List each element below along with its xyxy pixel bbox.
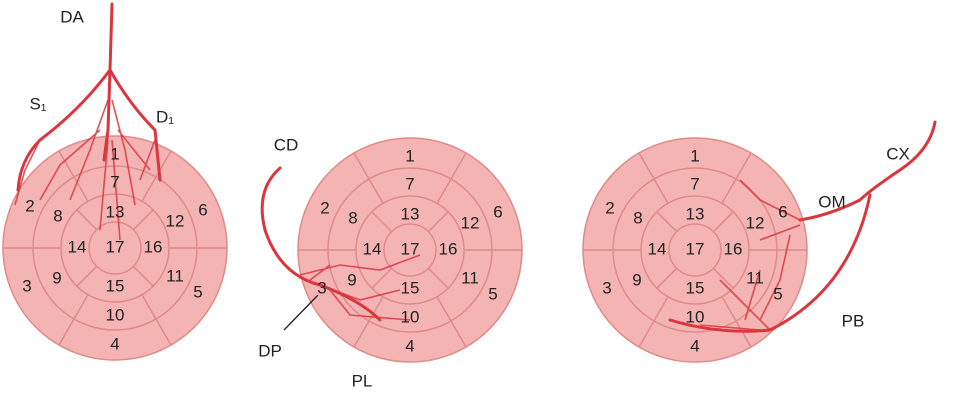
segment-label: 2 — [25, 196, 34, 215]
segment-label: 9 — [52, 268, 61, 287]
segment-label: 2 — [605, 198, 614, 217]
artery-label: S₁ — [29, 94, 46, 113]
segment-label: 11 — [461, 268, 479, 287]
segment-label: 4 — [405, 336, 414, 355]
segment-label: 12 — [461, 213, 480, 232]
segment-label: 4 — [110, 334, 119, 353]
segment-label: 16 — [144, 237, 163, 256]
segment-label: 14 — [363, 239, 382, 258]
segment-label: 12 — [166, 211, 185, 230]
segment-label: 6 — [778, 202, 787, 221]
segment-label: 1 — [110, 144, 119, 163]
segment-label: 11 — [166, 266, 184, 285]
artery-label: CD — [274, 135, 299, 154]
segment-label: 7 — [110, 172, 119, 191]
segment-label: 8 — [53, 206, 62, 225]
artery-label: CX — [886, 144, 910, 163]
segment-label: 6 — [198, 200, 207, 219]
segment-label: 14 — [648, 239, 667, 258]
segment-label: 7 — [690, 174, 699, 193]
segment-label: 13 — [106, 202, 125, 221]
segment-label: 10 — [686, 307, 705, 326]
segment-label: 14 — [68, 237, 87, 256]
segment-label: 9 — [632, 270, 641, 289]
segment-label: 9 — [347, 270, 356, 289]
segment-label: 8 — [633, 208, 642, 227]
segment-label: 5 — [193, 282, 202, 301]
segment-label: 4 — [690, 336, 699, 355]
segment-label: 8 — [348, 208, 357, 227]
artery-label: OM — [818, 192, 845, 211]
segment-label: 17 — [401, 239, 420, 258]
artery-label: D₁ — [156, 107, 174, 126]
artery-label: PL — [352, 371, 373, 390]
segment-label: 12 — [746, 213, 765, 232]
segment-label: 10 — [106, 305, 125, 324]
segment-label: 17 — [686, 239, 705, 258]
segment-label: 10 — [401, 307, 420, 326]
segment-label: 13 — [686, 204, 705, 223]
artery-label: PB — [842, 311, 865, 330]
segment-label: 13 — [401, 204, 420, 223]
segment-label: 3 — [22, 276, 31, 295]
segment-label: 6 — [493, 202, 502, 221]
segment-label: 5 — [773, 284, 782, 303]
segment-label: 16 — [724, 239, 743, 258]
segment-label: 1 — [405, 146, 414, 165]
segment-label: 17 — [106, 237, 125, 256]
artery-label: DP — [258, 341, 282, 360]
segment-label: 1 — [690, 146, 699, 165]
diagram-figure: 1234567891011121314151617DAS₁D₁123456789… — [0, 0, 956, 396]
artery-label: DA — [60, 7, 84, 26]
segment-label: 2 — [320, 198, 329, 217]
segment-label: 3 — [602, 278, 611, 297]
segment-label: 15 — [401, 278, 420, 297]
segment-label: 3 — [317, 278, 326, 297]
segment-label: 15 — [686, 278, 705, 297]
segment-label: 7 — [405, 174, 414, 193]
segment-label: 15 — [106, 276, 125, 295]
segment-label: 5 — [488, 284, 497, 303]
segment-label: 16 — [439, 239, 458, 258]
segment-label: 11 — [746, 268, 764, 287]
